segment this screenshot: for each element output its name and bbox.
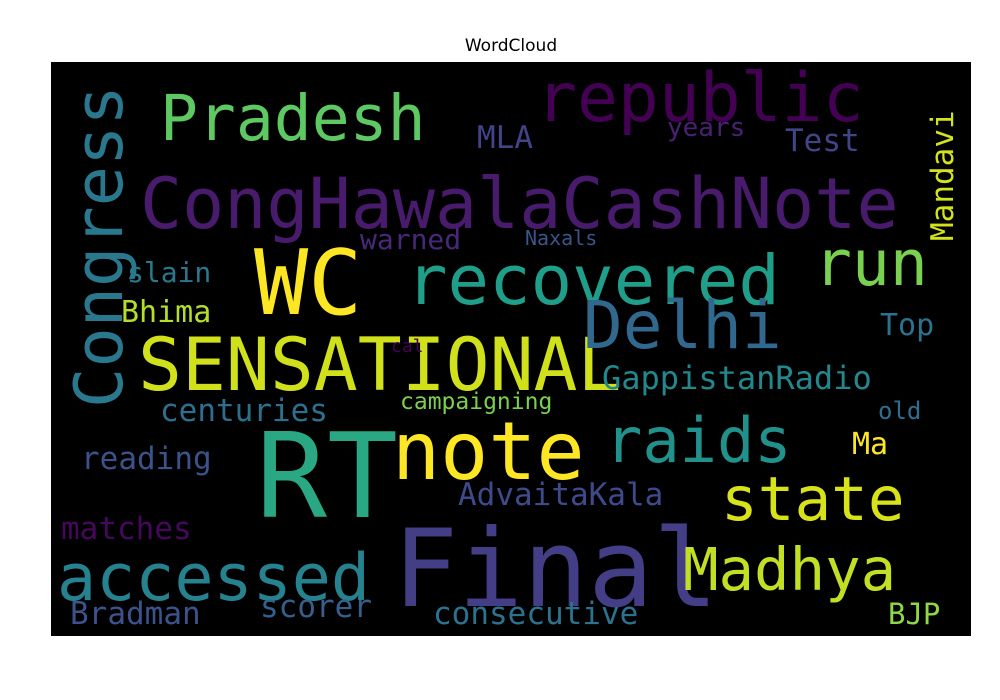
word-congress: Congress <box>60 85 138 408</box>
word-ma: Ma <box>852 427 888 462</box>
word-delhi: Delhi <box>583 287 782 364</box>
word-mandavi: Mandavi <box>925 110 961 241</box>
word-old: old <box>878 397 921 425</box>
word-slain: slain <box>127 256 211 289</box>
word-state: state <box>721 464 905 535</box>
word-matches: matches <box>61 511 192 547</box>
word-accessed: accessed <box>57 541 370 616</box>
word-wc: WC <box>254 231 362 336</box>
word-bradman: Bradman <box>70 596 201 632</box>
word-warned: warned <box>360 223 461 256</box>
word-advaitakala: AdvaitaKala <box>458 477 663 513</box>
word-recovered: recovered <box>406 241 780 321</box>
word-conghawalacashnote: CongHawalaCashNote <box>140 163 899 245</box>
word-test: Test <box>785 123 860 159</box>
chart-title: WordCloud <box>464 36 558 56</box>
word-final: Final <box>393 507 718 632</box>
word-pradesh: Pradesh <box>160 82 426 155</box>
word-naxals: Naxals <box>525 226 597 250</box>
word-run: run <box>814 227 928 300</box>
word-consecutive: consecutive <box>433 596 638 632</box>
word-campaigning: campaigning <box>400 389 552 415</box>
plot-background <box>51 62 971 636</box>
word-cal: cal <box>391 336 424 357</box>
word-mla: MLA <box>477 120 533 156</box>
word-centuries: centuries <box>160 393 328 429</box>
word-gappistanradio: GappistanRadio <box>602 359 872 397</box>
word-republic: republic <box>536 59 864 138</box>
word-reading: reading <box>81 441 212 477</box>
word-rt: RT <box>256 407 398 545</box>
word-bhima: Bhima <box>121 295 211 330</box>
word-years: years <box>667 113 745 143</box>
word-top: Top <box>880 308 934 343</box>
word-sensational: SENSATIONAL <box>138 323 621 408</box>
word-note: note <box>392 405 585 498</box>
word-scorer: scorer <box>260 589 372 625</box>
word-madhya: Madhya <box>683 535 896 604</box>
word-raids: raids <box>605 404 792 477</box>
word-bjp: BJP <box>888 597 940 631</box>
